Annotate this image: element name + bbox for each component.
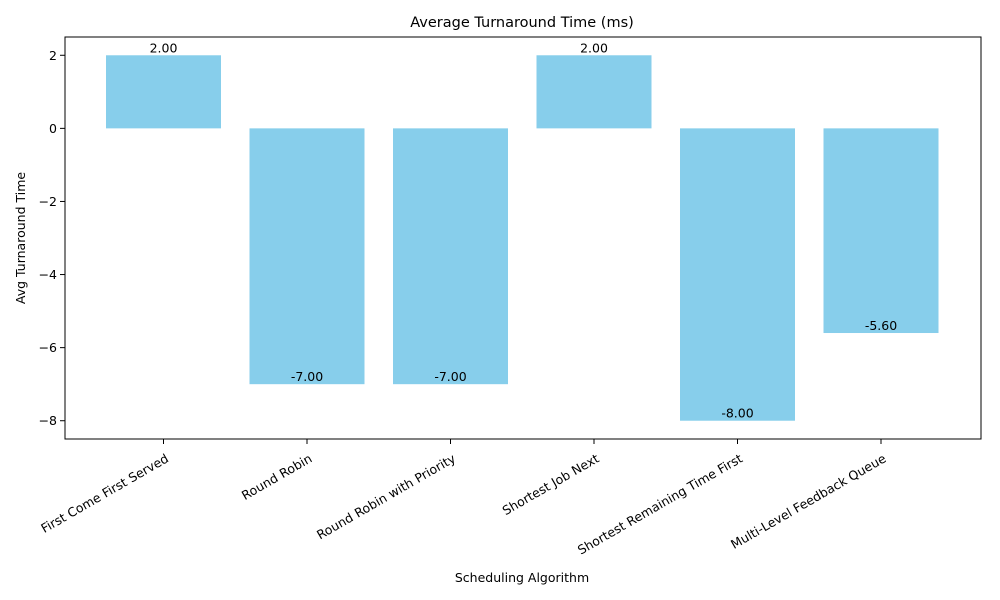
bar [823, 128, 939, 334]
bar [536, 55, 652, 129]
bar-value-label: -8.00 [721, 406, 753, 421]
bar [680, 128, 795, 421]
y-tick-label: −8 [39, 413, 57, 428]
bar-value-label: -7.00 [291, 369, 323, 384]
bar [106, 55, 221, 129]
y-tick-label: 0 [49, 121, 57, 136]
bar [393, 128, 508, 385]
chart-title: Average Turnaround Time (ms) [410, 15, 634, 31]
bar [249, 128, 365, 385]
y-axis-label: Avg Turnaround Time [13, 172, 28, 304]
x-axis-label: Scheduling Algorithm [455, 570, 589, 585]
axes-frame [64, 36, 982, 440]
bar-value-label: -5.60 [865, 318, 897, 333]
bar-value-label: -7.00 [434, 369, 466, 384]
bar-value-label: 2.00 [580, 40, 608, 55]
y-tick-label: −4 [39, 267, 57, 282]
y-tick-label: 2 [49, 48, 57, 63]
bar-value-label: 2.00 [150, 40, 178, 55]
y-tick-label: −2 [39, 194, 57, 209]
y-tick-label: −6 [39, 340, 57, 355]
